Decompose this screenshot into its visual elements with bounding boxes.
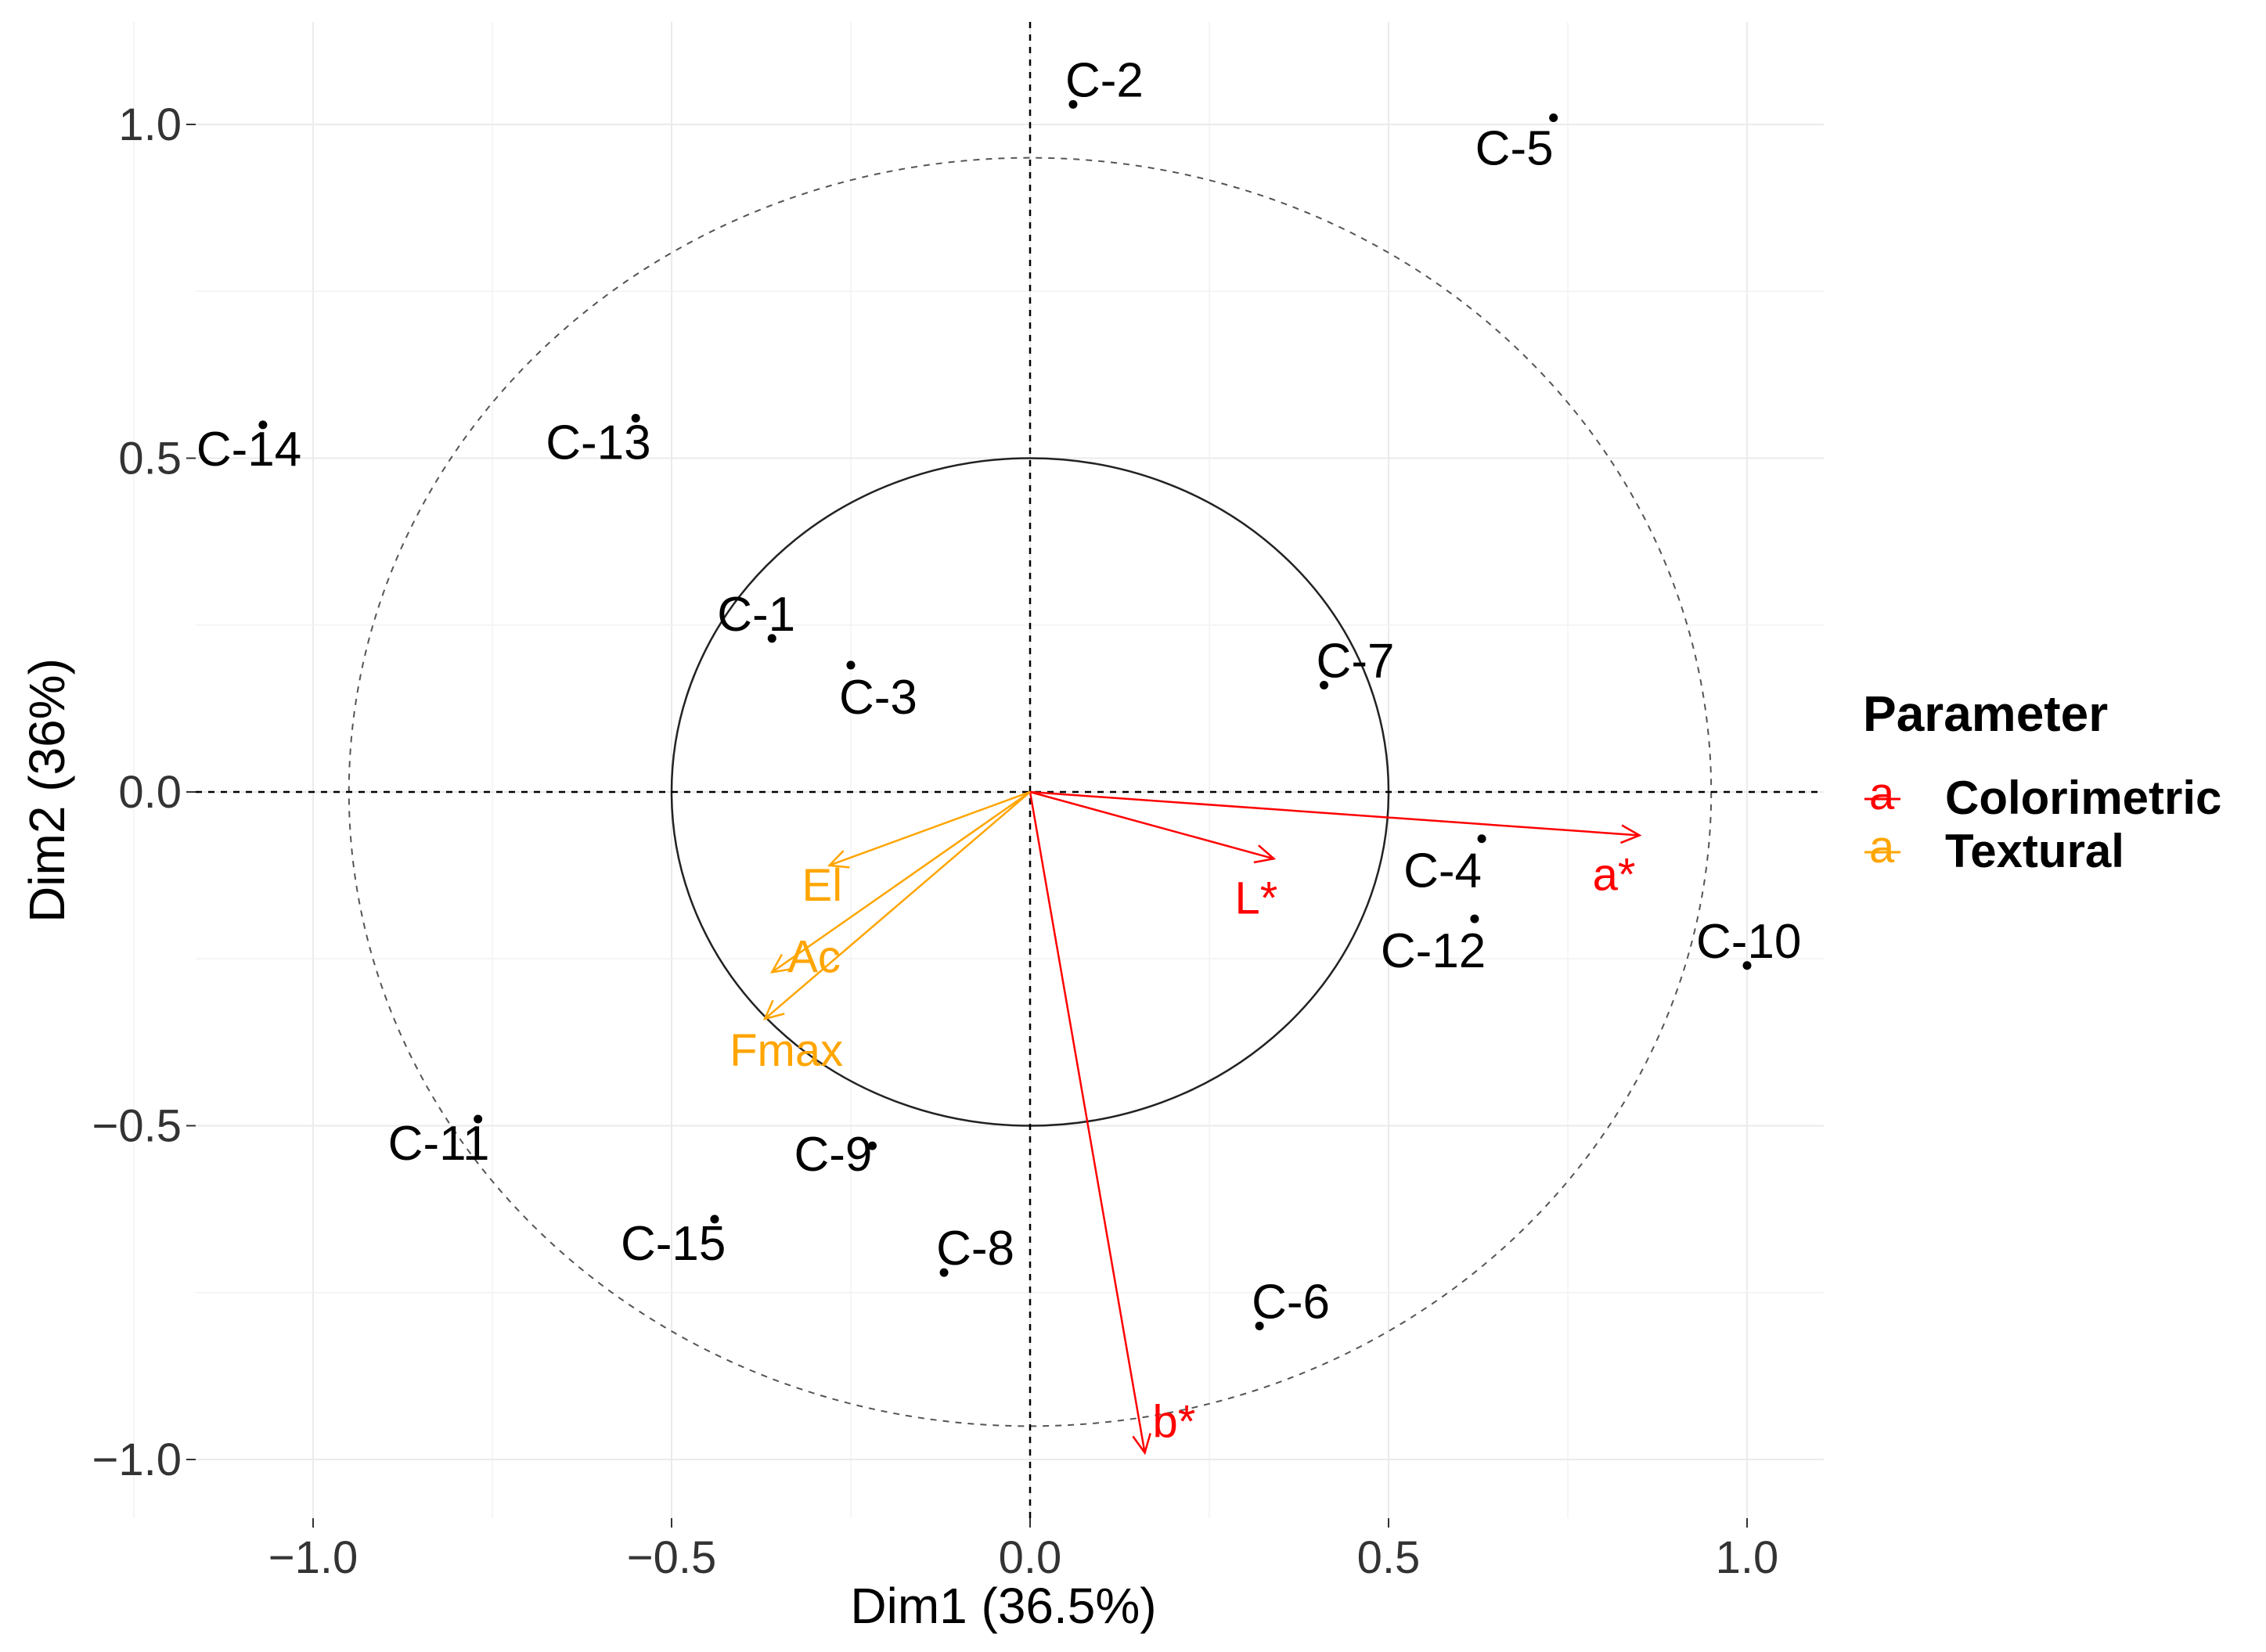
arrow-label-fmax: Fmax <box>730 1025 843 1076</box>
arrow-el <box>829 790 1031 867</box>
x-tick-label: 0.0 <box>999 1532 1062 1583</box>
legend: Parameter a Colorimetric a Textural <box>1863 686 2221 877</box>
legend-label-colorimetric: Colorimetric <box>1945 772 2221 824</box>
arrow-l-star <box>1029 790 1274 860</box>
point-label-c-1: C-1 <box>717 588 795 642</box>
legend-key-textural: a <box>1869 822 1895 873</box>
point-label-c-9: C-9 <box>794 1128 872 1182</box>
arrow-label-a-star: a* <box>1593 849 1636 900</box>
point-label-c-3: C-3 <box>839 671 917 725</box>
point-c-5 <box>1549 113 1558 122</box>
legend-label-textural: Textural <box>1945 825 2124 877</box>
arrowhead-el <box>827 850 850 869</box>
arrow-fmax <box>764 791 1031 1020</box>
arrowhead-fmax <box>762 999 785 1020</box>
point-label-c-11: C-11 <box>388 1117 490 1171</box>
arrowhead-l-star <box>1253 844 1277 864</box>
point-c-11 <box>474 1114 483 1124</box>
point-label-c-4: C-4 <box>1403 844 1482 898</box>
x-tick-label: −0.5 <box>627 1532 717 1583</box>
point-c-3 <box>846 660 856 670</box>
arrowhead-ac <box>769 954 793 974</box>
reference-lines <box>196 22 1824 1518</box>
point-c-1 <box>767 634 776 643</box>
arrow-label-el: El <box>802 860 843 911</box>
x-tick-label: 0.5 <box>1357 1532 1421 1583</box>
point-label-c-6: C-6 <box>1252 1275 1330 1329</box>
point-c-10 <box>1742 961 1752 970</box>
arrow-label-b-star: b* <box>1153 1396 1196 1447</box>
point-c-12 <box>1470 914 1479 923</box>
point-c-13 <box>631 413 640 423</box>
individual-points: C-1 C-2 C-3 C-4 C-5 C-6 C-7 C-8 C-9 C-10 C-11 C-12 C… <box>196 53 1801 1330</box>
y-tick-label: 0.5 <box>118 434 182 484</box>
point-label-c-10: C-10 <box>1696 915 1801 969</box>
point-c-14 <box>258 420 268 430</box>
arrow-a-star <box>1029 790 1640 837</box>
legend-title: Parameter <box>1863 686 2108 742</box>
arrow-b-star <box>1029 791 1146 1453</box>
point-label-c-13: C-13 <box>546 416 650 470</box>
point-c-2 <box>1068 99 1078 109</box>
grid <box>133 22 1824 1518</box>
point-label-c-2: C-2 <box>1065 53 1144 107</box>
arrowhead-a-star <box>1619 824 1642 844</box>
point-c-15 <box>710 1215 719 1224</box>
y-tick-label: −0.5 <box>92 1101 182 1152</box>
arrow-ac <box>771 790 1031 974</box>
arrowhead-b-star <box>1132 1433 1151 1456</box>
arrow-label-ac: Ac <box>787 931 841 982</box>
arrow-label-l-star: L* <box>1234 873 1277 923</box>
point-label-c-12: C-12 <box>1381 924 1486 978</box>
y-tick-label: −1.0 <box>92 1434 182 1485</box>
x-axis-title: Dim1 (36.5%) <box>850 1578 1156 1634</box>
point-label-c-7: C-7 <box>1317 635 1395 689</box>
y-axis-title: Dim2 (36%) <box>19 658 75 923</box>
point-c-8 <box>939 1268 949 1277</box>
y-tick-label: 0.0 <box>118 767 182 818</box>
y-tick-label: 1.0 <box>118 99 182 150</box>
point-label-c-8: C-8 <box>936 1222 1014 1276</box>
legend-key-colorimetric: a <box>1869 768 1895 819</box>
x-tick-label: 1.0 <box>1716 1532 1779 1583</box>
variable-arrows: L* a* b* El Ac Fmax <box>730 790 1642 1456</box>
point-c-7 <box>1320 681 1329 690</box>
x-tick-label: −1.0 <box>268 1532 358 1583</box>
point-label-c-14: C-14 <box>196 423 301 477</box>
point-label-c-15: C-15 <box>621 1217 726 1271</box>
point-c-4 <box>1477 834 1486 844</box>
point-label-c-5: C-5 <box>1475 121 1554 175</box>
point-c-9 <box>867 1141 877 1150</box>
axes: −1.0 −0.5 0.0 0.5 1.0 −1.0 −0.5 0.0 0.5 1.0 <box>92 99 1779 1583</box>
point-c-6 <box>1255 1321 1264 1330</box>
